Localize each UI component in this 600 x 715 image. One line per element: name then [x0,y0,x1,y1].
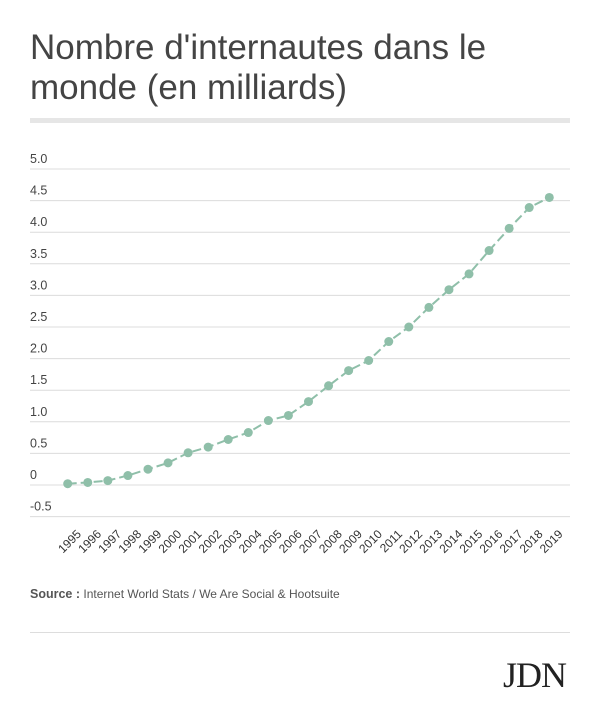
data-point [63,479,73,489]
footer-divider [30,632,570,633]
data-point [203,442,213,452]
title-divider [30,118,570,123]
line-chart: 5.04.54.03.53.02.52.01.51.00.50-0.519951… [30,152,570,556]
data-point [123,471,133,481]
y-tick-label: 3.0 [30,278,47,292]
data-point [344,366,354,376]
series-line [67,196,550,485]
y-tick-label: 0 [30,468,37,482]
data-point [143,464,153,474]
data-point [324,381,334,391]
source-note: Source : Internet World Stats / We Are S… [30,587,340,601]
data-point [263,416,273,426]
y-tick-label: -0.5 [30,500,52,514]
data-point [243,428,253,438]
x-tick-label: 2019 [537,527,566,556]
y-tick-label: 5.0 [30,152,47,166]
chart-title: Nombre d'internautes dans le monde (en m… [30,28,487,107]
data-point [103,476,113,486]
data-point [223,434,233,444]
data-point [424,302,434,312]
y-tick-label: 2.5 [30,310,47,324]
data-point [163,458,173,468]
data-point [544,192,554,202]
y-tick-label: 1.0 [30,405,47,419]
data-point [83,477,93,487]
data-point [404,322,414,332]
jdn-logo: JDN [502,655,567,695]
y-tick-label: 2.0 [30,342,47,356]
data-point [464,269,474,279]
data-point [444,285,454,295]
y-tick-label: 0.5 [30,436,47,450]
data-point [384,337,394,347]
source-label: Source : [30,587,81,601]
data-point [304,397,313,407]
data-point [524,203,534,213]
data-point [283,410,293,420]
y-tick-label: 3.5 [30,247,47,261]
y-tick-label: 4.0 [30,215,47,229]
y-tick-label: 1.5 [30,373,47,387]
data-point [484,246,494,256]
y-tick-label: 4.5 [30,184,47,198]
data-point [183,448,193,458]
source-text: Internet World Stats / We Are Social & H… [83,587,340,601]
data-point [504,223,514,233]
data-point [364,355,374,365]
